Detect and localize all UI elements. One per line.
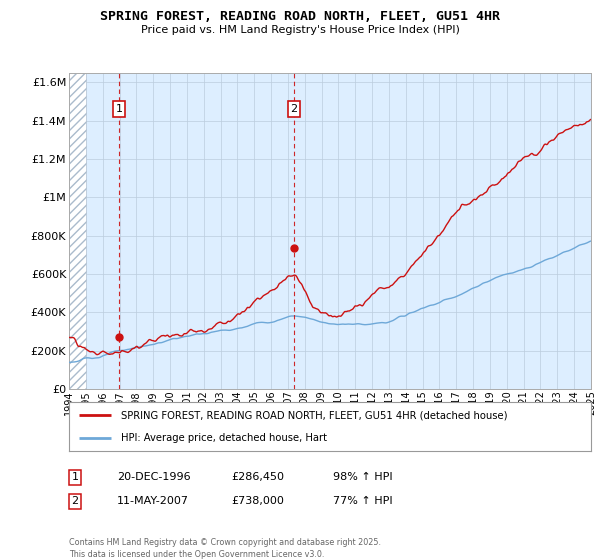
Text: 1: 1 — [116, 104, 122, 114]
Text: 11-MAY-2007: 11-MAY-2007 — [117, 496, 189, 506]
Text: 77% ↑ HPI: 77% ↑ HPI — [333, 496, 392, 506]
Text: Price paid vs. HM Land Registry's House Price Index (HPI): Price paid vs. HM Land Registry's House … — [140, 25, 460, 35]
Text: SPRING FOREST, READING ROAD NORTH, FLEET, GU51 4HR (detached house): SPRING FOREST, READING ROAD NORTH, FLEET… — [121, 410, 508, 421]
Text: 98% ↑ HPI: 98% ↑ HPI — [333, 472, 392, 482]
Text: HPI: Average price, detached house, Hart: HPI: Average price, detached house, Hart — [121, 433, 327, 444]
Text: £738,000: £738,000 — [231, 496, 284, 506]
Text: 1: 1 — [71, 472, 79, 482]
Text: 2: 2 — [71, 496, 79, 506]
Text: 2: 2 — [290, 104, 298, 114]
Bar — [69, 73, 86, 389]
Text: SPRING FOREST, READING ROAD NORTH, FLEET, GU51 4HR: SPRING FOREST, READING ROAD NORTH, FLEET… — [100, 10, 500, 23]
Text: Contains HM Land Registry data © Crown copyright and database right 2025.
This d: Contains HM Land Registry data © Crown c… — [69, 538, 381, 559]
Text: 20-DEC-1996: 20-DEC-1996 — [117, 472, 191, 482]
Text: £286,450: £286,450 — [231, 472, 284, 482]
